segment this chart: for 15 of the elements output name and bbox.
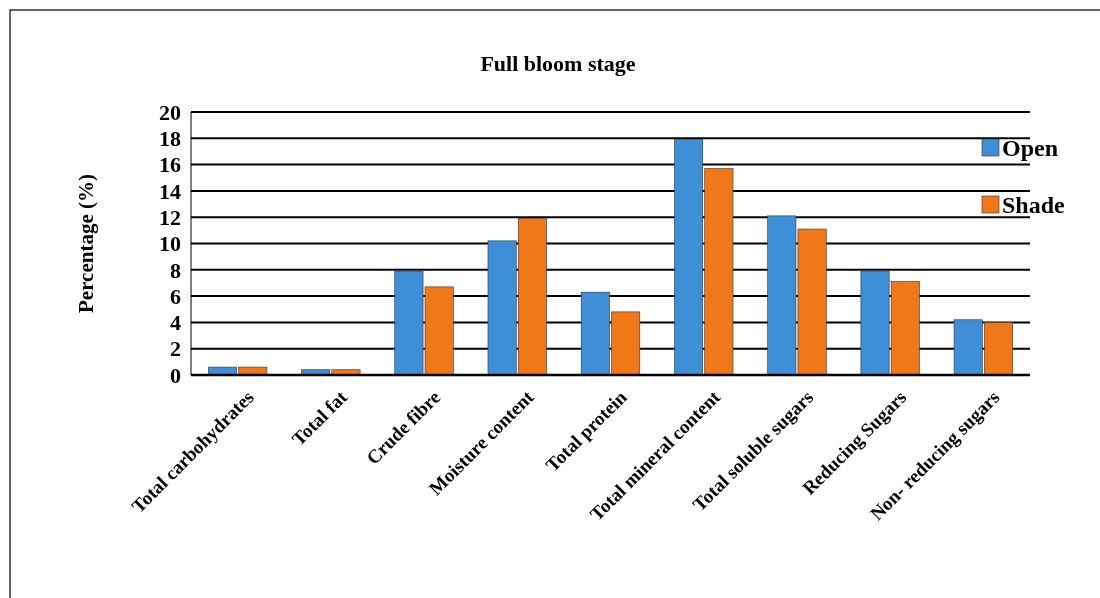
y-tick-label: 16 [159,152,181,178]
y-tick-label: 10 [159,231,181,257]
y-tick-label: 14 [159,178,181,204]
y-tick-label: 6 [170,283,181,309]
y-tick-label: 4 [170,310,181,336]
y-axis-title: Percentage (%) [74,174,98,313]
y-tick-label: 12 [159,204,181,230]
chart-title: Full bloom stage [480,51,636,76]
y-tick-label: 0 [170,362,181,388]
y-tick-label: 18 [159,126,181,151]
y-tick-label: 2 [170,336,181,362]
legend-label: Shade [1002,192,1066,219]
y-tick-label: 8 [170,257,181,283]
y-tick-label: 20 [159,99,181,125]
legend-label: Open [1002,135,1059,162]
